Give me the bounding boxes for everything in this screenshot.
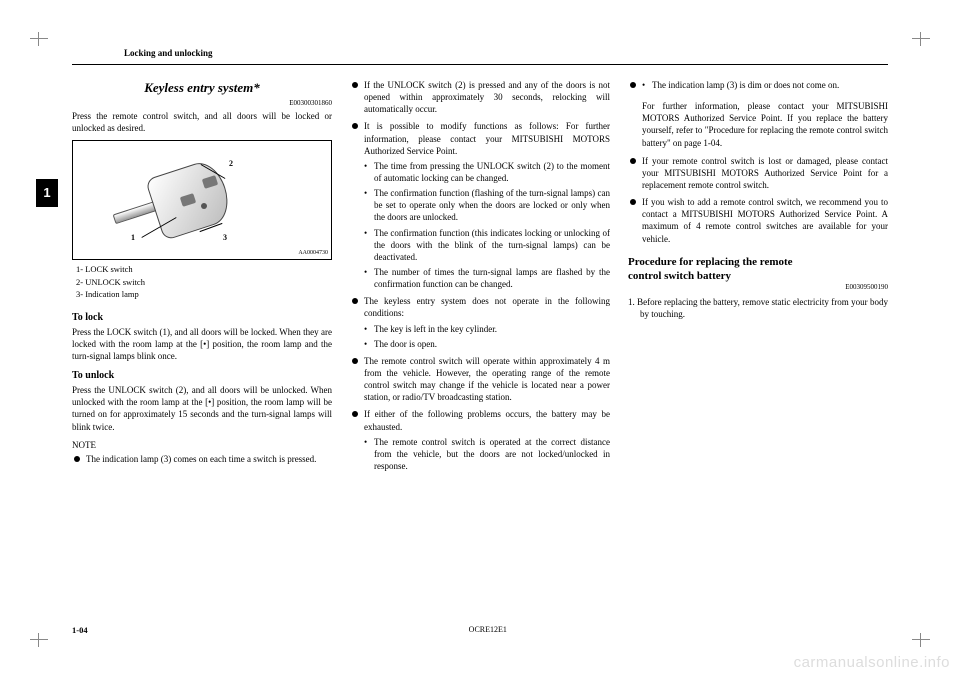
to-unlock-text: Press the UNLOCK switch (2), and all doo…: [72, 384, 332, 433]
sub-list: The remote control switch is operated at…: [364, 436, 610, 472]
step-item: 1. Before replacing the battery, remove …: [628, 296, 888, 320]
bullet-item-cont: The indication lamp (3) is dim or does n…: [628, 79, 888, 149]
callout-1-num: 1: [131, 233, 135, 242]
bullet-item: If either of the following problems occu…: [350, 408, 610, 472]
chapter-tab: 1: [36, 179, 58, 207]
legend-item: 2- UNLOCK switch: [76, 277, 332, 288]
note-item: The indication lamp (3) comes on each ti…: [72, 453, 332, 465]
to-unlock-heading: To unlock: [72, 369, 332, 383]
legend-item: 1- LOCK switch: [76, 264, 332, 275]
watermark: carmanualsonline.info: [794, 654, 950, 671]
sub-list: The key is left in the key cylinder. The…: [364, 323, 610, 350]
column-3: The indication lamp (3) is dim or does n…: [628, 79, 888, 477]
sub-item: The time from pressing the UNLOCK switch…: [364, 160, 610, 184]
bullet-list-cont: The indication lamp (3) is dim or does n…: [628, 79, 888, 245]
figure-code: AA0004730: [298, 249, 328, 257]
callout-3: 3: [223, 233, 227, 244]
bullet-text: The keyless entry system does not operat…: [364, 296, 610, 318]
callout-2: 2: [229, 159, 233, 170]
procedure-heading-line1: Procedure for replacing the remote: [628, 255, 888, 269]
callout-3-num: 3: [223, 233, 227, 242]
bullet-item: The remote control switch will operate w…: [350, 355, 610, 404]
sub-item: The number of times the turn-signal lamp…: [364, 266, 610, 290]
column-1: 1 Keyless entry system* E00300301860 Pre…: [72, 79, 332, 477]
running-head: Locking and unlocking: [124, 48, 888, 58]
procedure-code: E00309500190: [628, 283, 888, 292]
content-columns: 1 Keyless entry system* E00300301860 Pre…: [72, 79, 888, 477]
sub-item: The confirmation function (flashing of t…: [364, 187, 610, 223]
procedure-heading-line2: control switch battery: [628, 269, 888, 283]
bullet-item: If the UNLOCK switch (2) is pressed and …: [350, 79, 610, 115]
followup-text: For further information, please contact …: [642, 100, 888, 149]
figure-legend: 1- LOCK switch 2- UNLOCK switch 3- Indic…: [76, 264, 332, 300]
manual-page: Locking and unlocking 1 Keyless entry sy…: [0, 0, 960, 679]
page-number: 1-04: [72, 625, 88, 635]
bullet-text: If either of the following problems occu…: [364, 409, 610, 431]
header-rule: [72, 64, 888, 65]
column-2: If the UNLOCK switch (2) is pressed and …: [350, 79, 610, 477]
crop-mark: [912, 32, 930, 46]
page-footer: 1-04 OCRE12E1: [72, 625, 888, 635]
note-label: NOTE: [72, 439, 332, 451]
bullet-item: It is possible to modify functions as fo…: [350, 120, 610, 290]
callout-1: 1: [131, 233, 135, 244]
bullet-text: It is possible to modify functions as fo…: [364, 121, 610, 155]
crop-mark: [30, 32, 48, 46]
bullet-item: The keyless entry system does not operat…: [350, 295, 610, 350]
to-lock-text: Press the LOCK switch (1), and all doors…: [72, 326, 332, 362]
sub-list: The indication lamp (3) is dim or does n…: [642, 79, 888, 91]
sub-item: The confirmation function (this indicate…: [364, 227, 610, 263]
sub-item: The remote control switch is operated at…: [364, 436, 610, 472]
section-title: Keyless entry system*: [72, 79, 332, 97]
key-figure: 1 2 3 AA0004730: [72, 140, 332, 260]
section-code: E00300301860: [72, 99, 332, 108]
crop-mark: [912, 633, 930, 647]
callout-2-num: 2: [229, 159, 233, 168]
bullet-list: If the UNLOCK switch (2) is pressed and …: [350, 79, 610, 472]
to-lock-heading: To lock: [72, 311, 332, 325]
crop-mark: [30, 633, 48, 647]
intro-paragraph: Press the remote control switch, and all…: [72, 110, 332, 134]
procedure-steps: 1. Before replacing the battery, remove …: [628, 296, 888, 320]
bullet-item: If you wish to add a remote control swit…: [628, 196, 888, 245]
sub-list: The time from pressing the UNLOCK switch…: [364, 160, 610, 290]
bullet-item: If your remote control switch is lost or…: [628, 155, 888, 191]
legend-item: 3- Indication lamp: [76, 289, 332, 300]
sub-item: The door is open.: [364, 338, 610, 350]
sub-item: The key is left in the key cylinder.: [364, 323, 610, 335]
note-list: The indication lamp (3) comes on each ti…: [72, 453, 332, 465]
doc-code: OCRE12E1: [469, 625, 507, 635]
sub-item: The indication lamp (3) is dim or does n…: [642, 79, 888, 91]
